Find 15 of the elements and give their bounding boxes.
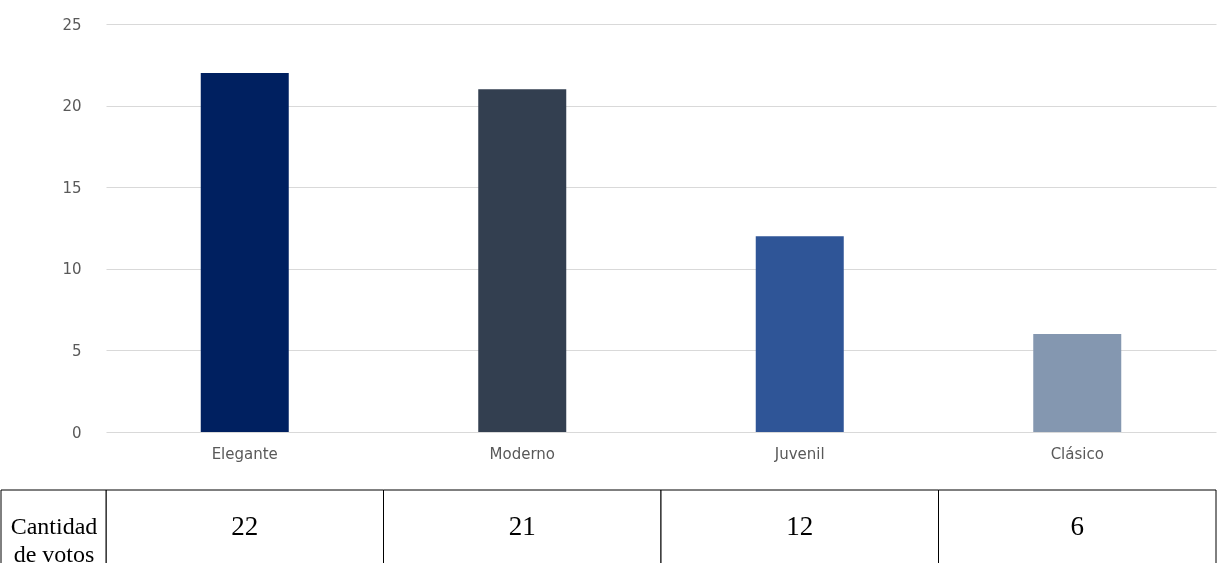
x-tick-label: Moderno bbox=[489, 444, 555, 463]
data-label: 12 bbox=[786, 511, 814, 541]
text: Cantidad de votos bbox=[10, 513, 98, 563]
y-tick-label: 10 bbox=[62, 260, 82, 279]
data-label: 22 bbox=[231, 511, 259, 541]
y-tick-label: 5 bbox=[71, 341, 82, 360]
data-label: 21 bbox=[508, 511, 536, 541]
x-tick-label: Clásico bbox=[1050, 444, 1104, 463]
y-tick-label: 15 bbox=[62, 178, 82, 197]
y-tick-label: 25 bbox=[62, 15, 82, 34]
y-tick-label: 0 bbox=[71, 423, 82, 442]
x-tick-label: Juvenil bbox=[773, 444, 825, 463]
data-label: 6 bbox=[1070, 511, 1084, 541]
x-tick-label: Elegante bbox=[211, 444, 278, 463]
y-tick-label: 20 bbox=[62, 97, 82, 116]
